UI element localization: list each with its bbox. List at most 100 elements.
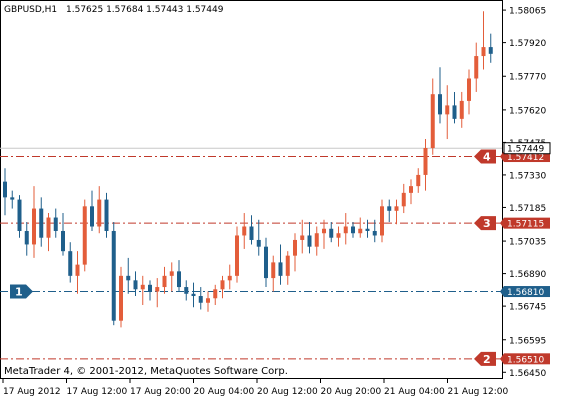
- candle-body: [162, 275, 167, 288]
- candle-body: [119, 275, 123, 321]
- candle: [104, 192, 109, 238]
- candle-body: [133, 280, 138, 290]
- candle: [24, 222, 29, 256]
- candle: [184, 280, 189, 301]
- current-price-box: [503, 142, 551, 155]
- price-tick-label: 1.56595: [509, 336, 546, 346]
- candle-body: [220, 280, 225, 290]
- time-tick-label: 17 Aug 20:00: [130, 387, 191, 397]
- level-badge-label: 4: [483, 151, 491, 164]
- candle: [343, 213, 348, 245]
- price-tick-label: 1.56890: [509, 270, 546, 280]
- candle: [111, 222, 116, 326]
- candle-body: [126, 275, 131, 281]
- candle-body: [481, 47, 486, 57]
- candle: [481, 11, 486, 70]
- candle-body: [235, 235, 239, 276]
- candle-body: [191, 293, 196, 297]
- candle-body: [351, 226, 355, 234]
- candle: [256, 219, 261, 256]
- candle-body: [177, 271, 181, 288]
- price-tick-label: 1.56450: [509, 369, 546, 379]
- level-lines: [0, 147, 502, 360]
- candle: [162, 266, 167, 294]
- candle: [285, 251, 290, 285]
- candle: [409, 179, 413, 205]
- candle: [416, 168, 421, 193]
- time-tick-label: 17 Aug 12:00: [67, 387, 128, 397]
- candle-body: [293, 239, 297, 256]
- candle-body: [184, 287, 189, 294]
- candle: [220, 275, 225, 299]
- level-price-box-arrow: [500, 151, 504, 163]
- candle: [445, 85, 450, 140]
- candle-body: [452, 105, 457, 119]
- level-price-box-2: [504, 353, 550, 365]
- candle: [314, 226, 319, 256]
- candle-body: [169, 271, 174, 276]
- candle-body: [75, 264, 80, 276]
- candle: [401, 183, 406, 214]
- candle-body: [213, 289, 218, 299]
- candle: [242, 213, 247, 249]
- candle: [358, 217, 363, 238]
- candle-body: [394, 206, 399, 211]
- candle-body: [24, 230, 29, 245]
- level-price-box-4: [504, 151, 550, 163]
- candle-body: [336, 233, 341, 238]
- candle: [90, 190, 94, 231]
- level-badge-4[interactable]: [474, 149, 496, 164]
- level-price-box-1: [504, 286, 550, 298]
- candle: [336, 226, 341, 247]
- candle-body: [401, 192, 406, 207]
- time-tick-label: 21 Aug 04:00: [384, 387, 445, 397]
- candle: [380, 199, 384, 243]
- candle-body: [198, 296, 203, 303]
- candle: [140, 275, 145, 305]
- level-badge-3[interactable]: [474, 216, 496, 231]
- candle-body: [387, 206, 392, 211]
- candle-body: [32, 208, 36, 245]
- candle-body: [488, 47, 493, 54]
- candle: [46, 213, 51, 252]
- candle: [177, 260, 181, 292]
- candle-body: [467, 78, 471, 101]
- candle-body: [322, 228, 326, 234]
- candle-body: [140, 284, 145, 290]
- candle-body: [17, 199, 22, 231]
- candle: [474, 42, 479, 92]
- candle: [235, 226, 239, 283]
- price-tick-label: 1.58065: [509, 7, 546, 17]
- candle: [155, 278, 160, 308]
- candle: [169, 262, 174, 292]
- plot-border: [0, 0, 503, 379]
- candle-body: [271, 262, 276, 279]
- candle: [423, 139, 428, 191]
- price-tick-label: 1.56745: [509, 303, 546, 313]
- candle-body: [264, 246, 268, 279]
- level-badge-1[interactable]: [10, 284, 33, 299]
- candle: [488, 33, 493, 63]
- candle: [271, 255, 276, 292]
- time-tick-label: 17 Aug 2012: [3, 387, 61, 397]
- time-tick-label: 20 Aug 12:00: [257, 387, 318, 397]
- candle: [119, 266, 123, 328]
- candle-body: [97, 199, 102, 227]
- price-tick-label: 1.57330: [509, 171, 546, 181]
- candle: [351, 222, 355, 238]
- candle-body: [227, 275, 232, 281]
- candle: [227, 264, 232, 290]
- candle: [300, 219, 305, 254]
- candle: [68, 242, 73, 283]
- candle: [249, 215, 254, 245]
- level-price-box-arrow: [500, 353, 504, 365]
- level-badge-2[interactable]: [474, 351, 496, 366]
- level-price-box-arrow: [500, 286, 504, 298]
- candle-body: [300, 235, 305, 240]
- level-price-label-3: 1.57115: [507, 220, 544, 230]
- candle: [17, 195, 22, 238]
- candle: [53, 208, 58, 238]
- candle-body: [82, 206, 87, 265]
